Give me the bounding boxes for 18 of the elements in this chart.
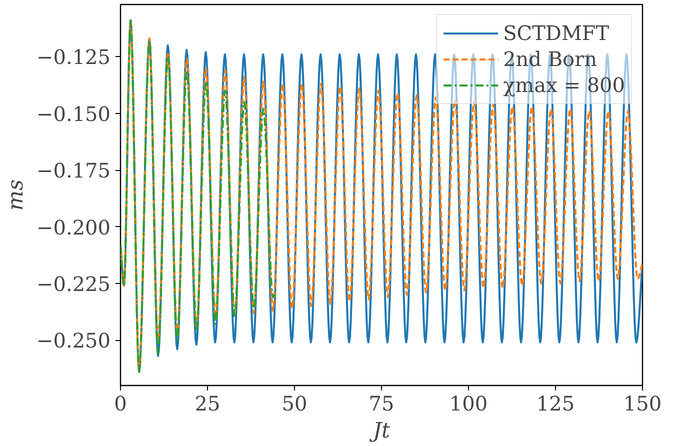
x-tick-label: 150 (623, 392, 662, 416)
y-tick-label: −0.125 (36, 45, 110, 70)
y-tick-label: −0.175 (36, 158, 110, 183)
y-axis-title: ms (3, 179, 28, 211)
x-tick-label: 100 (449, 392, 488, 416)
x-tick-label: 50 (282, 392, 308, 416)
y-tick-label: −0.200 (36, 215, 110, 240)
legend-label: SCTDMFT (503, 21, 610, 45)
y-tick-label: −0.225 (36, 272, 110, 296)
y-tick-label: −0.150 (36, 102, 110, 126)
x-tick-label: 25 (194, 392, 220, 416)
legend-label: χmax = 800 (503, 73, 625, 97)
legend-label: 2nd Born (503, 47, 598, 71)
x-tick-label: 125 (536, 392, 575, 416)
x-axis-title: Jt (368, 418, 390, 444)
x-tick-label: 75 (368, 392, 394, 416)
x-tick-label: 0 (114, 392, 127, 416)
y-tick-label: −0.250 (36, 328, 110, 353)
